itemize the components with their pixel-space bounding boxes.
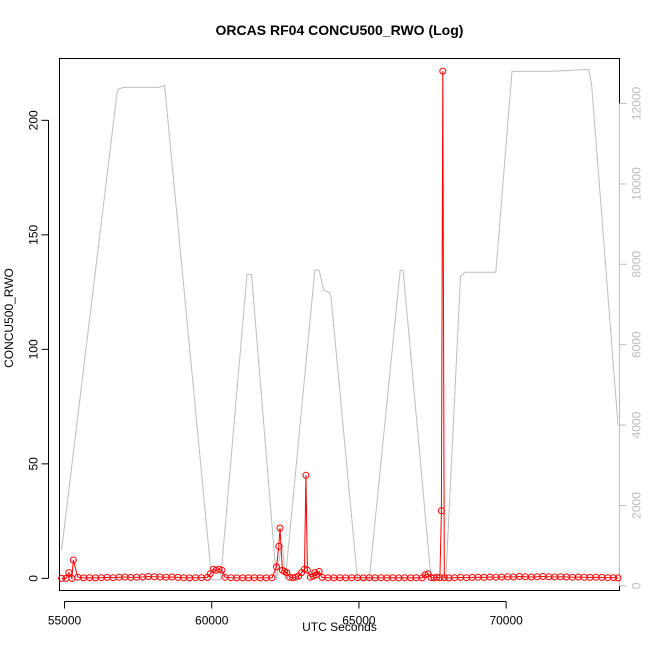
y-tick-label: 100	[27, 339, 41, 359]
series-primary-point	[276, 524, 284, 532]
y-tick-label: 150	[27, 225, 41, 245]
y-tick-label: 200	[27, 110, 41, 130]
y2-tick-label: 10000	[630, 167, 644, 201]
x-axis-label: UTC Seconds	[302, 620, 377, 634]
y-axis-label: CONCU500_RWO	[2, 268, 16, 368]
y2-tick-label: 6000	[630, 331, 644, 358]
x-tick-label: 55000	[48, 614, 82, 628]
series-primary-point	[437, 507, 445, 515]
series-primary-point	[273, 563, 280, 571]
x-axis: 55000 60000 65000 70000	[48, 601, 523, 628]
series-primary-point	[268, 574, 276, 582]
series-primary-point	[439, 67, 447, 75]
series-primary-point	[69, 556, 77, 564]
series-primary-point	[440, 574, 448, 582]
y-axis: 0 50 100 150 200	[27, 110, 49, 582]
series-primary	[58, 67, 622, 582]
series-primary-point	[302, 471, 310, 479]
y2-tick-label: 4000	[630, 411, 644, 438]
series-secondary	[61, 68, 619, 581]
series-primary-point	[275, 542, 283, 550]
y2-tick-label: 2000	[630, 492, 644, 519]
series-primary-point	[65, 569, 73, 577]
y2-axis: 0 2000 4000 6000 8000 10000 12000	[619, 87, 644, 589]
chart-title: ORCAS RF04 CONCU500_RWO (Log)	[216, 22, 464, 38]
series-primary-point	[315, 568, 323, 575]
x-tick-label: 70000	[489, 614, 523, 628]
series-primary-point	[433, 573, 441, 581]
y-tick-label: 0	[27, 575, 41, 582]
y-tick-label: 50	[27, 457, 41, 471]
series-primary-point	[614, 574, 622, 582]
y2-tick-label: 8000	[630, 251, 644, 278]
y2-tick-label: 0	[630, 582, 644, 589]
y2-tick-label: 12000	[630, 87, 644, 121]
series-primary-point	[292, 573, 300, 581]
x-tick-label: 60000	[195, 614, 229, 628]
series-primary-point	[303, 566, 311, 574]
series-primary-point	[610, 574, 618, 582]
plot-frame	[59, 58, 620, 591]
series-secondary-line	[61, 68, 619, 581]
x-tick-label: 65000	[342, 614, 376, 628]
series-primary-point	[58, 574, 66, 582]
series-primary-line	[61, 71, 619, 581]
series-primary-point	[436, 574, 444, 582]
series-primary-point	[218, 566, 226, 574]
